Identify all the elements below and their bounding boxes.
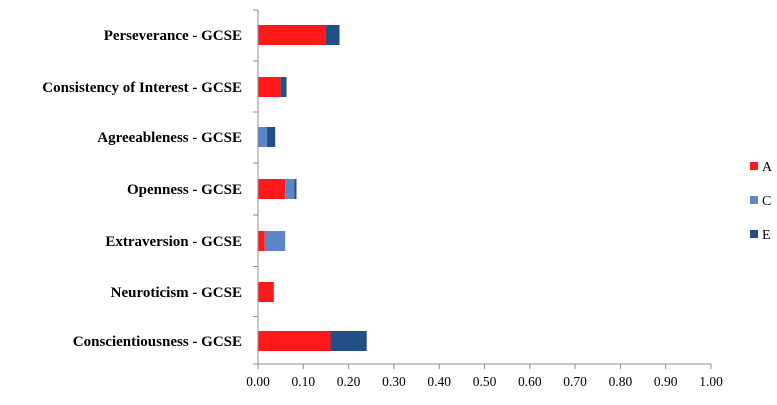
bar-a-consistency-of-interest-gcse xyxy=(258,77,281,97)
category-label-neuroticism-gcse: Neuroticism - GCSE xyxy=(111,285,242,301)
legend: A C E xyxy=(750,160,773,243)
bar-e-consistency-of-interest-gcse xyxy=(280,77,287,97)
category-labels: Perseverance - GCSE Consistency of Intere… xyxy=(42,28,242,350)
category-label-extraversion-gcse: Extraversion - GCSE xyxy=(105,234,242,250)
legend-swatch-c xyxy=(750,196,758,204)
bar-a-extraversion-gcse xyxy=(258,231,265,251)
x-tick-label: 0.50 xyxy=(473,374,497,389)
legend-swatch-a xyxy=(750,162,758,170)
x-tick-label: 0.20 xyxy=(337,374,361,389)
x-tick-label: 0.60 xyxy=(518,374,542,389)
x-tick-label: 1.00 xyxy=(699,374,723,389)
x-tick-label: 0.80 xyxy=(609,374,633,389)
legend-label-a: A xyxy=(762,160,773,175)
bar-a-neuroticism-gcse xyxy=(258,282,274,302)
category-label-perseverance-gcse: Perseverance - GCSE xyxy=(104,28,242,44)
axes xyxy=(253,9,711,365)
bar-a-conscientiousness-gcse xyxy=(258,331,331,351)
category-label-agreeableness-gcse: Agreeableness - GCSE xyxy=(97,130,242,146)
x-tick-label: 0.30 xyxy=(382,374,406,389)
legend-swatch-e xyxy=(750,230,758,238)
category-label-openness-gcse: Openness - GCSE xyxy=(127,182,242,198)
x-tick-label: 0.10 xyxy=(291,374,315,389)
bar-e-agreeableness-gcse xyxy=(267,127,276,147)
bar-e-conscientiousness-gcse xyxy=(330,331,367,351)
bar-e-perseverance-gcse xyxy=(325,25,340,45)
bar-c-openness-gcse xyxy=(285,179,295,199)
legend-label-e: E xyxy=(762,228,771,243)
bar-c-agreeableness-gcse xyxy=(258,127,268,147)
legend-label-c: C xyxy=(762,194,771,209)
category-label-consistency-of-interest-gcse: Consistency of Interest - GCSE xyxy=(42,80,242,96)
bar-e-openness-gcse xyxy=(294,179,297,199)
x-tick-label: 0.00 xyxy=(246,374,270,389)
category-label-conscientiousness-gcse: Conscientiousness - GCSE xyxy=(73,334,242,350)
x-tick-label: 0.90 xyxy=(654,374,678,389)
x-tick-label: 0.70 xyxy=(563,374,587,389)
bar-a-perseverance-gcse xyxy=(258,25,326,45)
bar-a-openness-gcse xyxy=(258,179,286,199)
x-tick-label: 0.40 xyxy=(427,374,451,389)
x-tick-labels: 0.00 0.10 0.20 0.30 0.40 0.50 0.60 0.70 0.80 0.90… xyxy=(246,364,723,389)
bars xyxy=(258,25,367,351)
bar-c-extraversion-gcse xyxy=(264,231,286,251)
